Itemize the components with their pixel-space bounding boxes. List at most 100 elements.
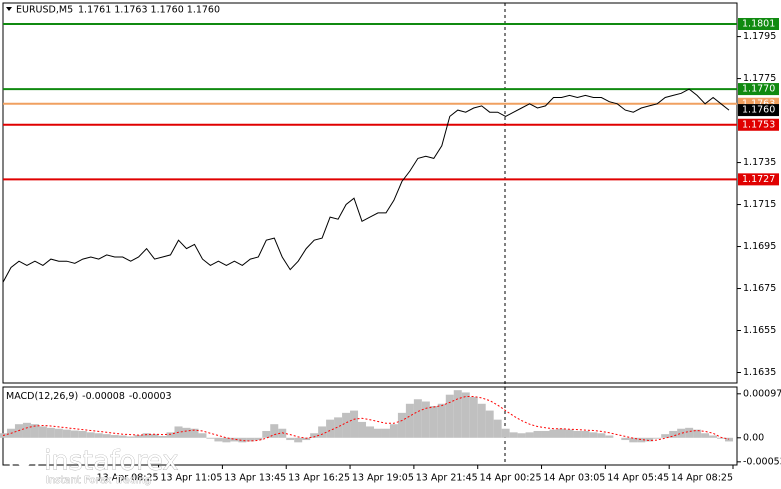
y-tick-label: 1.1775 bbox=[743, 73, 776, 84]
line bbox=[2, 396, 730, 442]
histogram-bar bbox=[350, 410, 359, 438]
histogram-bar bbox=[310, 433, 319, 438]
histogram-bar bbox=[445, 394, 454, 438]
indicator-value: -0.00003 bbox=[129, 391, 172, 402]
histogram-bar bbox=[110, 435, 119, 438]
y-tick-label: 1.1735 bbox=[743, 157, 776, 168]
histogram-bar bbox=[685, 427, 694, 438]
histogram-bar bbox=[397, 412, 406, 438]
price-label: 1.1760 bbox=[742, 105, 775, 116]
level-label-box bbox=[738, 83, 779, 96]
level-label: 1.1727 bbox=[742, 174, 775, 185]
histogram-bar bbox=[413, 399, 422, 438]
x-tick-label: 14 Apr 03:05 bbox=[543, 473, 605, 484]
histogram-bar bbox=[485, 410, 494, 438]
histogram-bar bbox=[166, 432, 175, 438]
histogram-bar bbox=[525, 432, 534, 438]
histogram-bar bbox=[222, 437, 231, 443]
histogram-bar bbox=[533, 430, 542, 438]
histogram-bar bbox=[493, 419, 502, 438]
histogram-bar bbox=[134, 435, 143, 438]
histogram-bar bbox=[637, 437, 646, 443]
histogram-bar bbox=[669, 430, 678, 438]
histogram-bar bbox=[30, 424, 39, 438]
histogram-bar bbox=[477, 403, 486, 438]
x-tick-label: 14 Apr 08:25 bbox=[671, 473, 733, 484]
y-tick-label: 0.00097 bbox=[743, 388, 781, 399]
x-tick-label: 14 Apr 00:25 bbox=[480, 473, 542, 484]
histogram-bar bbox=[709, 435, 718, 438]
histogram-bar bbox=[453, 390, 462, 438]
level-label: 1.1801 bbox=[742, 18, 775, 29]
histogram-bar bbox=[597, 433, 606, 438]
histogram-bar bbox=[262, 430, 271, 438]
level-label: 1.1763 bbox=[742, 98, 775, 109]
histogram-bar bbox=[150, 434, 159, 438]
histogram-bar bbox=[190, 428, 199, 438]
histogram-bar bbox=[38, 426, 47, 438]
histogram-bar bbox=[118, 435, 127, 438]
histogram-bar bbox=[94, 433, 103, 438]
level-label: 1.1753 bbox=[742, 119, 775, 130]
histogram-bar bbox=[381, 428, 390, 438]
histogram-bar bbox=[437, 403, 446, 438]
y-tick-label: 1.1655 bbox=[743, 325, 776, 336]
histogram-bar bbox=[302, 437, 311, 441]
histogram-bar bbox=[517, 433, 526, 438]
histogram-bar bbox=[549, 429, 558, 438]
x-tick-label: 13 Apr 21:45 bbox=[416, 473, 478, 484]
histogram-bar bbox=[86, 432, 95, 438]
y-tick-label: -0.00053 bbox=[743, 456, 781, 467]
y-tick-label: 1.1695 bbox=[743, 241, 776, 252]
macd-panel bbox=[2, 386, 738, 466]
x-tick-label: 13 Apr 11:05 bbox=[160, 473, 222, 484]
level-label-box bbox=[738, 118, 779, 131]
histogram-bar bbox=[270, 424, 279, 438]
histogram-bar bbox=[46, 427, 55, 438]
level-label-box bbox=[738, 17, 779, 30]
ohlc: 1.1761 1.1763 1.1760 1.1760 bbox=[78, 5, 220, 16]
histogram-bar bbox=[286, 437, 295, 441]
level-label: 1.1770 bbox=[742, 84, 775, 95]
logo-icon bbox=[17, 456, 31, 470]
watermark: instaforex Instant Forex Trading bbox=[9, 445, 179, 486]
x-tick-label: 14 Apr 05:45 bbox=[607, 473, 669, 484]
histogram-bar bbox=[541, 430, 550, 438]
histogram-bar bbox=[358, 421, 367, 438]
histogram-bar bbox=[198, 433, 207, 438]
x-tick-label: 13 Apr 13:45 bbox=[224, 473, 286, 484]
histogram-bar bbox=[701, 433, 710, 438]
histogram-bar bbox=[326, 419, 335, 438]
line bbox=[2, 88, 730, 283]
histogram-bar bbox=[206, 437, 215, 439]
histogram-bar bbox=[717, 437, 726, 439]
histogram-bar bbox=[246, 437, 255, 442]
histogram-bar bbox=[182, 427, 191, 438]
histogram-bar bbox=[421, 401, 430, 438]
histogram-bar bbox=[126, 436, 135, 438]
y-tick-label: 1.1715 bbox=[743, 199, 776, 210]
histogram-bar bbox=[78, 430, 87, 438]
price-label-box bbox=[738, 104, 779, 117]
x-tick-label: 13 Apr 08:25 bbox=[97, 473, 159, 484]
histogram-bar bbox=[102, 434, 111, 438]
level-label-box bbox=[738, 173, 779, 186]
marks bbox=[0, 22, 741, 469]
x-tick-label: 13 Apr 19:05 bbox=[352, 473, 414, 484]
x-tick-label: 13 Apr 16:25 bbox=[288, 473, 350, 484]
y-tick-label: 1.1795 bbox=[743, 31, 776, 42]
histogram-bar bbox=[461, 392, 470, 438]
histogram-bar bbox=[557, 428, 566, 438]
histogram-bar bbox=[645, 437, 654, 442]
histogram-bar bbox=[429, 406, 438, 438]
histogram-bar bbox=[469, 396, 478, 438]
histogram-bar bbox=[661, 434, 670, 438]
histogram-bar bbox=[254, 437, 263, 441]
histogram-bar bbox=[158, 435, 167, 438]
histogram-bar bbox=[214, 437, 223, 442]
histogram-bar bbox=[677, 428, 686, 438]
symbol: EURUSD,M5 bbox=[16, 5, 73, 16]
histogram-bar bbox=[142, 433, 151, 438]
logo-tagline: Instant Forex Trading bbox=[46, 475, 151, 486]
